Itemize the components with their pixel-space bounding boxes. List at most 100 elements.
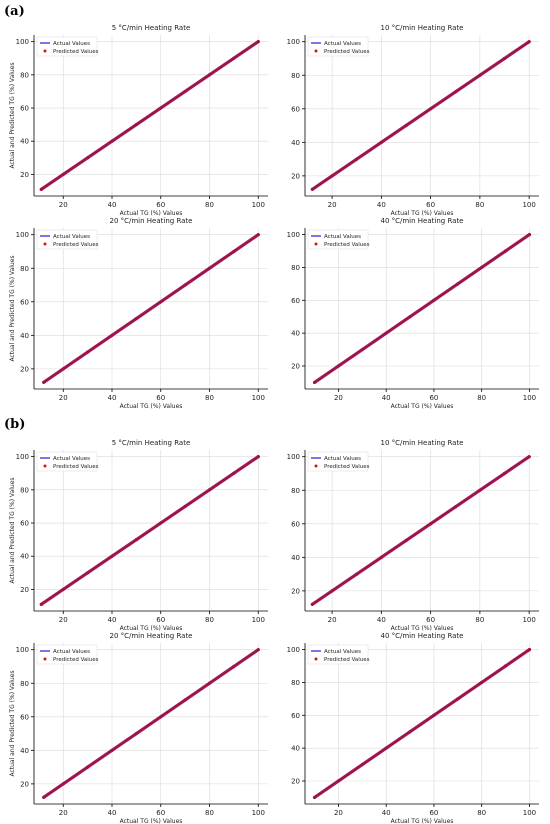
predicted-value-point [360, 347, 364, 352]
legend-predicted-label: Predicted Values [53, 242, 99, 248]
predicted-value-point [256, 40, 260, 44]
y-tick-label: 60 [20, 298, 29, 306]
chart-5: 20 40 60 80 100 20 40 60 80 100 5 °C/min Heating R… [9, 439, 268, 632]
legend-predicted-swatch [314, 242, 318, 246]
predicted-value-point [312, 795, 317, 800]
panel-label-a: (a) [4, 4, 25, 19]
predicted-value-point [310, 187, 314, 191]
predicted-value-point [134, 316, 138, 321]
predicted-value-point [134, 731, 138, 736]
y-tick-label: 20 [20, 586, 29, 594]
legend-predicted-label: Predicted Values [53, 657, 99, 663]
y-axis-label: Actual and Predicted TG (%) Values [9, 62, 16, 168]
y-tick-label: 20 [291, 363, 300, 371]
y-tick-label: 40 [20, 332, 29, 340]
predicted-value-point [527, 40, 531, 44]
y-tick-label: 100 [287, 453, 300, 461]
legend-predicted-swatch [314, 464, 318, 468]
predicted-value-point [379, 140, 383, 144]
predicted-value-point [480, 265, 484, 270]
x-tick-label: 40 [108, 394, 117, 402]
x-axis-label: Actual TG (%) Values [120, 818, 183, 824]
x-tick-label: 100 [252, 394, 265, 402]
legend: Actual Values Predicted Values [307, 36, 370, 57]
x-tick-label: 60 [429, 809, 438, 817]
x-tick-label: 80 [475, 201, 484, 209]
legend: Actual Values Predicted Values [36, 451, 99, 472]
predicted-value-point [110, 333, 114, 337]
predicted-value-point [503, 664, 508, 668]
y-tick-label: 80 [20, 486, 29, 494]
predicted-value-point [527, 232, 532, 237]
predicted-value-point [159, 715, 163, 719]
x-tick-label: 40 [108, 616, 117, 624]
predicted-value-point [384, 331, 388, 335]
predicted-value-point [39, 187, 43, 191]
predicted-value-point [61, 367, 65, 371]
x-tick-label: 80 [205, 201, 214, 209]
predicted-values-trace [312, 232, 532, 385]
predicted-value-point [429, 522, 433, 526]
y-tick-label: 100 [16, 231, 29, 239]
legend-actual-label: Actual Values [324, 456, 361, 462]
y-tick-label: 100 [287, 646, 300, 654]
legend-predicted-label: Predicted Values [324, 242, 370, 248]
legend-predicted-swatch [314, 49, 318, 53]
predicted-value-point [256, 233, 260, 237]
chart-title: 10 °C/min Heating Rate [380, 24, 463, 32]
x-tick-label: 100 [522, 616, 535, 624]
legend-box [36, 644, 98, 665]
predicted-value-point [183, 283, 187, 287]
predicted-value-point [183, 89, 187, 94]
predicted-value-point [61, 782, 65, 786]
chart-title: 40 °C/min Heating Rate [380, 217, 463, 225]
predicted-values-trace [312, 647, 532, 800]
predicted-value-point [312, 380, 317, 385]
x-tick-label: 80 [205, 616, 214, 624]
legend-predicted-label: Predicted Values [53, 49, 99, 55]
predicted-value-point [256, 648, 260, 652]
x-tick-label: 80 [205, 809, 214, 817]
legend-predicted-swatch [43, 657, 47, 661]
predicted-value-point [232, 56, 236, 60]
predicted-values-trace [310, 40, 531, 191]
legend-actual-label: Actual Values [324, 234, 361, 240]
y-axis-label: Actual and Predicted TG (%) Values [9, 255, 16, 361]
x-tick-label: 40 [377, 616, 386, 624]
chart-title: 10 °C/min Heating Rate [380, 439, 463, 447]
legend-box [307, 229, 369, 250]
y-tick-label: 80 [291, 679, 300, 687]
x-axis-label: Actual TG (%) Values [120, 403, 183, 410]
legend-box [307, 644, 369, 665]
predicted-value-point [183, 504, 187, 509]
predicted-value-point [159, 521, 163, 525]
x-axis-label: Actual TG (%) Values [391, 818, 454, 824]
chart-6: 20 40 60 80 100 20 40 60 80 100 10 °C/min Heating … [287, 439, 539, 632]
legend-box [36, 229, 98, 250]
legend-actual-label: Actual Values [53, 456, 90, 462]
predicted-value-point [478, 73, 482, 77]
predicted-value-point [527, 647, 532, 652]
predicted-value-point [42, 795, 46, 799]
predicted-value-point [232, 249, 236, 254]
predicted-value-point [39, 602, 43, 606]
x-tick-label: 100 [523, 809, 536, 817]
predicted-value-point [134, 123, 138, 127]
x-tick-label: 40 [382, 809, 391, 817]
predicted-value-point [453, 505, 457, 509]
y-tick-label: 80 [291, 72, 300, 80]
y-tick-label: 80 [20, 265, 29, 273]
chart-8: 20 40 60 80 100 20 40 60 80 100 40 °C/min Heating … [287, 632, 539, 824]
x-axis-label: Actual TG (%) Values [391, 625, 454, 632]
x-axis-label: Actual TG (%) Values [391, 210, 454, 217]
legend: Actual Values Predicted Values [36, 36, 99, 57]
y-tick-label: 20 [291, 587, 300, 595]
predicted-value-point [355, 157, 359, 161]
y-tick-label: 40 [20, 138, 29, 146]
predicted-value-point [159, 106, 163, 110]
y-tick-label: 40 [20, 747, 29, 755]
predicted-value-point [384, 746, 388, 750]
predicted-value-point [159, 300, 163, 304]
predicted-value-point [61, 172, 65, 177]
legend-actual-label: Actual Values [53, 234, 90, 240]
